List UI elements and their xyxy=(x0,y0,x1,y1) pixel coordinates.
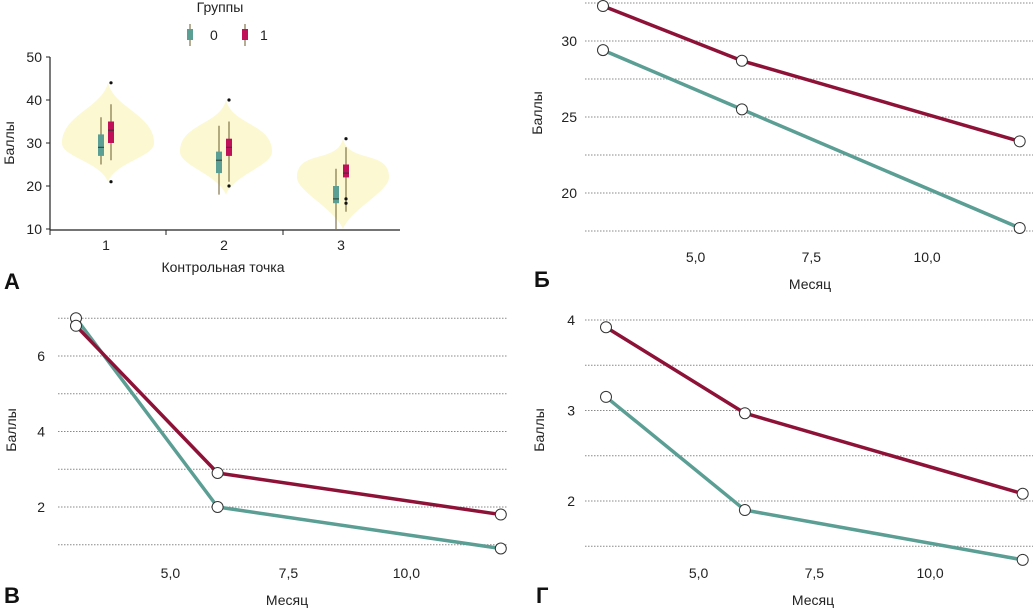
y-tick-label-b: 25 xyxy=(561,109,577,125)
y-tick-label-c: 4 xyxy=(37,424,45,440)
data-point-0 xyxy=(600,390,612,403)
y-tick-label-b: 20 xyxy=(561,185,577,201)
legend-label-1: 1 xyxy=(260,27,268,43)
data-point-1 xyxy=(70,319,82,332)
x-axis-label-b: Месяц xyxy=(789,276,831,292)
panel-letter-a: А xyxy=(4,269,20,294)
y-tick-label-d: 4 xyxy=(567,312,575,328)
line-chart-b xyxy=(585,0,1033,234)
box xyxy=(333,186,339,204)
data-point-1 xyxy=(211,467,224,480)
legend-label-0: 0 xyxy=(210,27,218,43)
violin-plot-a xyxy=(46,24,400,235)
y-tick-label-a: 50 xyxy=(26,49,42,65)
y-tick-label-a: 30 xyxy=(26,135,42,151)
data-point-1 xyxy=(1013,135,1026,148)
panel-a: Группы 0 1 Контрольная точка Баллы А xyxy=(1,0,285,294)
y-tick-label-c: 6 xyxy=(37,348,45,364)
x-axis-label-d: Месяц xyxy=(792,592,834,608)
series-line-1 xyxy=(602,4,1021,144)
y-tick-label-d: 3 xyxy=(567,403,575,419)
x-tick-label-c: 10,0 xyxy=(393,565,420,581)
outlier-point xyxy=(227,98,231,102)
line-chart-d xyxy=(585,319,1033,566)
outlier-point xyxy=(109,180,113,184)
box xyxy=(216,151,222,174)
legend-swatch-0 xyxy=(187,29,193,40)
data-point-1 xyxy=(494,508,507,521)
x-tick-label-b: 7,5 xyxy=(802,249,822,265)
outlier-point xyxy=(344,137,348,141)
box xyxy=(108,121,114,143)
y-tick-label-b: 30 xyxy=(561,33,577,49)
panel-c: Месяц Баллы В xyxy=(3,408,308,608)
x-axis-label-c: Месяц xyxy=(266,592,308,608)
x-tick-label-d: 5,0 xyxy=(689,565,709,581)
x-tick-label-c: 7,5 xyxy=(279,565,299,581)
x-axis-label-a: Контрольная точка xyxy=(161,259,284,275)
panel-letter-d: Г xyxy=(536,583,549,608)
data-point-0 xyxy=(494,542,507,555)
data-point-1 xyxy=(597,0,609,13)
data-point-0 xyxy=(1013,221,1026,234)
y-tick-label-a: 10 xyxy=(26,221,42,237)
outlier-point xyxy=(344,201,348,205)
data-point-1 xyxy=(1016,487,1029,500)
y-tick-label-c: 2 xyxy=(37,499,45,515)
y-axis-label-a: Баллы xyxy=(1,121,17,164)
box xyxy=(98,134,104,156)
data-point-0 xyxy=(738,504,751,517)
x-tick-label-a: 2 xyxy=(220,237,228,253)
box xyxy=(343,164,349,178)
x-tick-label-d: 10,0 xyxy=(916,565,943,581)
legend-title: Группы xyxy=(197,0,244,15)
data-point-0 xyxy=(1016,553,1029,566)
y-tick-label-a: 40 xyxy=(26,92,42,108)
panel-b: Месяц Баллы Б xyxy=(529,91,831,292)
x-tick-label-a: 3 xyxy=(337,237,345,253)
violin xyxy=(297,138,389,229)
data-point-1 xyxy=(735,54,748,67)
data-point-0 xyxy=(597,44,609,57)
y-axis-label-b: Баллы xyxy=(529,91,545,134)
series-line-0 xyxy=(602,48,1021,230)
panel-letter-b: Б xyxy=(534,267,550,292)
y-tick-label-a: 20 xyxy=(26,178,42,194)
x-tick-label-c: 5,0 xyxy=(161,565,181,581)
x-tick-label-a: 1 xyxy=(102,237,110,253)
panel-d: Месяц Баллы Г xyxy=(531,408,834,608)
series-line-0 xyxy=(74,317,502,551)
data-point-0 xyxy=(735,103,748,116)
series-line-0 xyxy=(604,395,1024,562)
data-point-0 xyxy=(211,501,224,513)
panel-letter-c: В xyxy=(4,583,20,608)
legend-swatch-1 xyxy=(242,29,248,40)
line-chart-c xyxy=(58,312,507,555)
outlier-point xyxy=(227,184,231,188)
y-tick-label-d: 2 xyxy=(567,493,575,509)
y-axis-label-c: Баллы xyxy=(3,408,19,451)
data-point-1 xyxy=(738,407,751,420)
outlier-point xyxy=(109,81,113,85)
data-point-1 xyxy=(600,321,612,334)
series-line-1 xyxy=(74,324,502,517)
outlier-point xyxy=(344,197,348,201)
x-tick-label-b: 5,0 xyxy=(686,249,706,265)
y-axis-label-d: Баллы xyxy=(531,408,547,451)
x-tick-label-b: 10,0 xyxy=(913,249,940,265)
x-tick-label-d: 7,5 xyxy=(805,565,825,581)
